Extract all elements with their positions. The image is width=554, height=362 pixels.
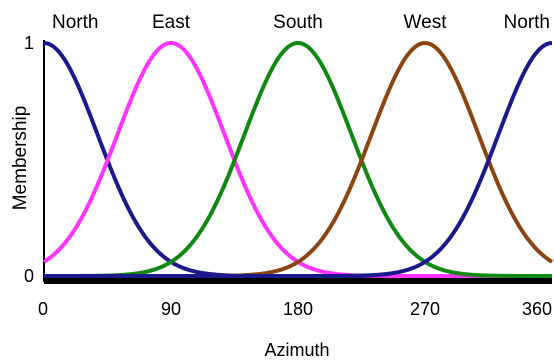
series-line-west-3 <box>43 41 554 278</box>
x-tick-label: 270 <box>410 299 440 319</box>
x-axis-label: Azimuth <box>264 340 329 360</box>
x-tick-label: 0 <box>38 299 48 319</box>
series-label: East <box>152 12 191 33</box>
y-tick-label: 1 <box>24 33 34 53</box>
y-axis-label: Membership <box>10 106 31 211</box>
series-line-north-4 <box>43 41 553 278</box>
series-line-east-1 <box>42 41 553 278</box>
series-line-south-2 <box>43 41 553 278</box>
x-tick-label: 360 <box>522 299 552 319</box>
series-label: West <box>404 12 448 33</box>
x-axis-bar <box>44 276 552 284</box>
y-tick-label: 0 <box>24 266 34 286</box>
series-label: South <box>273 12 323 33</box>
series-line-north-0 <box>43 41 553 278</box>
series-label: North <box>504 12 550 33</box>
plot-area: 0 1 0 90 180 270 360 North East South West North <box>24 12 554 319</box>
x-tick-label: 180 <box>283 299 313 319</box>
series-label: North <box>52 12 98 33</box>
x-tick-label: 90 <box>161 299 181 319</box>
